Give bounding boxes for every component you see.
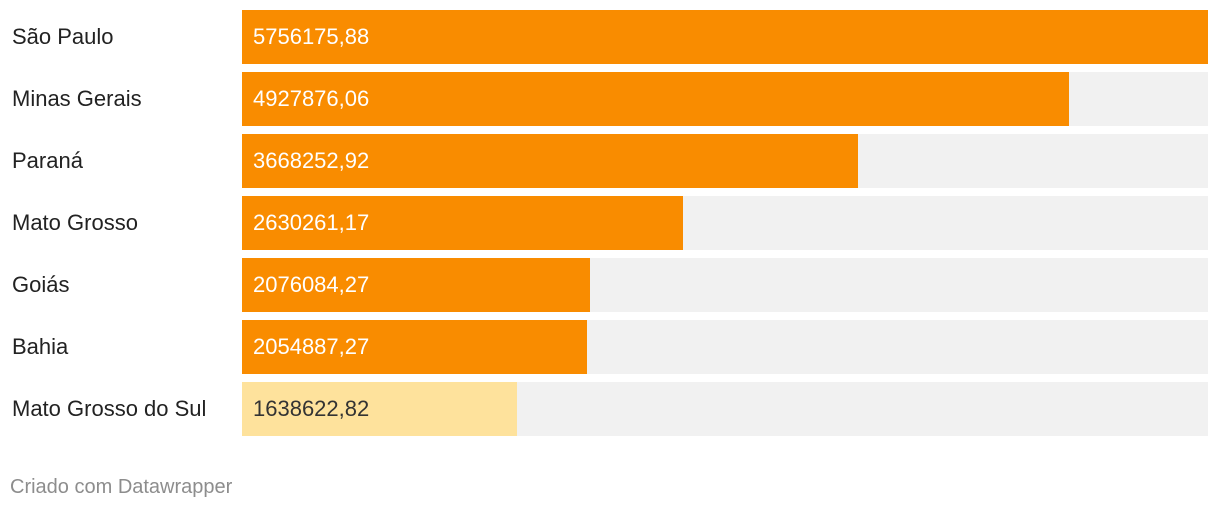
datawrapper-credit: Criado com Datawrapper: [10, 476, 233, 498]
bar: [242, 382, 517, 436]
bar-track: 2054887,27: [242, 320, 1208, 374]
category-label: Mato Grosso: [12, 210, 138, 235]
bar-value-label: 5756175,88: [253, 24, 370, 49]
category-label: São Paulo: [12, 24, 114, 49]
bar-value-label: 3668252,92: [253, 148, 370, 173]
bar: [242, 258, 590, 312]
bar-value-label: 4927876,06: [253, 86, 370, 111]
bar-track: 5756175,88: [242, 10, 1208, 64]
bar: [242, 10, 1208, 64]
category-label: Goiás: [12, 272, 70, 297]
category-label: Mato Grosso do Sul: [12, 396, 207, 421]
bar-track: 3668252,92: [242, 134, 1208, 188]
bar-value-label: 2076084,27: [253, 272, 370, 297]
bar: [242, 320, 587, 374]
category-label: Minas Gerais: [12, 86, 142, 111]
bar-value-label: 2630261,17: [253, 210, 370, 235]
bar: [242, 196, 683, 250]
bar-track: 1638622,82: [242, 382, 1208, 436]
category-label: Paraná: [12, 148, 83, 173]
bar-value-label: 1638622,82: [253, 396, 370, 421]
bar-track: 2076084,27: [242, 258, 1208, 312]
bar-track: 2630261,17: [242, 196, 1208, 250]
bar: [242, 72, 1069, 126]
bar-value-label: 2054887,27: [253, 334, 370, 359]
bar: [242, 134, 858, 188]
category-label: Bahia: [12, 334, 69, 359]
bar-track: 4927876,06: [242, 72, 1208, 126]
